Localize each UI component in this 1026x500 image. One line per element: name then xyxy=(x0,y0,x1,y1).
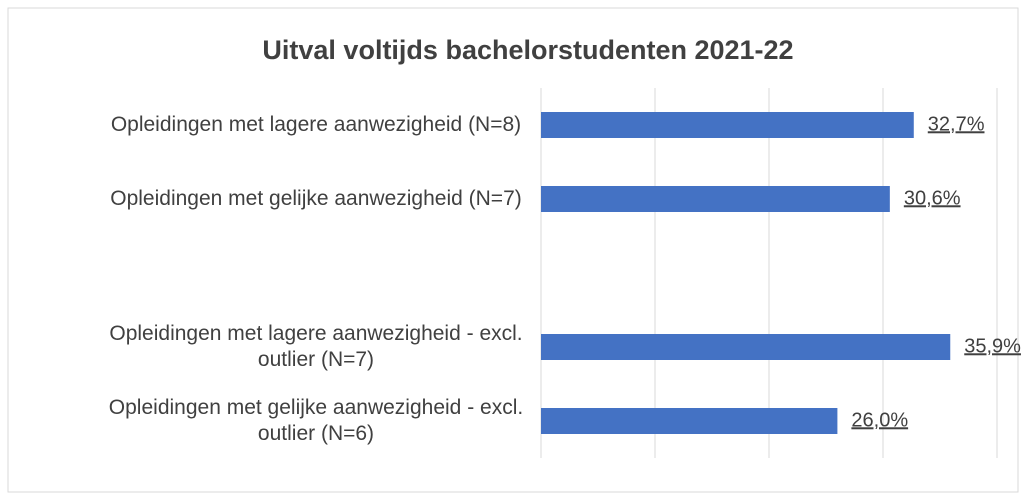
y-tick-label: Opleidingen met lagere aanwezigheid - ex… xyxy=(109,322,523,371)
bar xyxy=(541,334,951,360)
data-label: 35,9% xyxy=(964,335,1021,357)
chart-title: Uitval voltijds bachelorstudenten 2021-2… xyxy=(262,35,793,65)
bar xyxy=(541,408,838,434)
data-label: 30,6% xyxy=(904,187,961,209)
bar xyxy=(541,186,890,212)
bar xyxy=(541,112,914,138)
data-label: 32,7% xyxy=(928,113,985,135)
y-tick-label: Opleidingen met gelijke aanwezigheid - e… xyxy=(108,396,524,445)
chart-border xyxy=(7,7,1019,493)
data-label: 26,0% xyxy=(851,409,908,431)
y-tick-label: Opleidingen met lagere aanwezigheid (N=8… xyxy=(110,113,522,136)
y-tick-label: Opleidingen met gelijke aanwezigheid (N=… xyxy=(110,187,522,210)
